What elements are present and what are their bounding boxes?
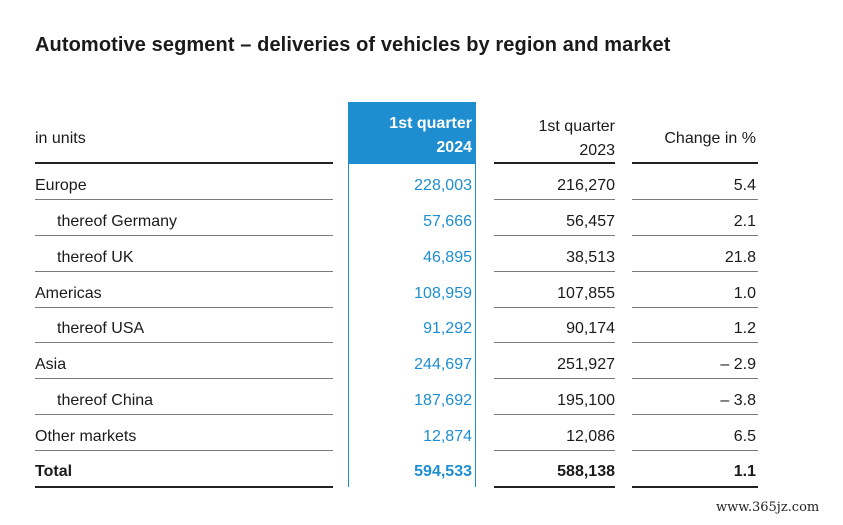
header-q1-2024-line1: 1st quarter — [389, 115, 472, 132]
row-value-change: – 2.9 — [720, 356, 756, 373]
header-unit-label: in units — [35, 130, 86, 147]
highlight-column-border — [348, 102, 476, 487]
watermark: www.365jz.com — [716, 500, 820, 515]
row-label: Other markets — [35, 428, 137, 445]
row-divider — [632, 450, 758, 451]
row-divider — [494, 199, 615, 200]
row-divider — [494, 307, 615, 308]
row-value-q1-2024: 594,533 — [414, 463, 472, 480]
row-value-q1-2024: 57,666 — [423, 213, 472, 230]
table-bottom-rule — [35, 486, 333, 488]
row-divider — [632, 235, 758, 236]
row-value-q1-2024: 12,874 — [423, 428, 472, 445]
row-divider — [632, 378, 758, 379]
row-divider — [494, 271, 615, 272]
row-value-q1-2024: 46,895 — [423, 249, 472, 266]
row-divider — [494, 414, 615, 415]
row-value-change: 1.0 — [733, 285, 756, 302]
row-divider — [35, 235, 333, 236]
row-label: Asia — [35, 356, 67, 373]
row-divider — [494, 235, 615, 236]
header-rule — [494, 162, 615, 164]
row-value-q1-2023: 588,138 — [557, 463, 615, 480]
table-bottom-rule — [632, 486, 758, 488]
row-value-change: 6.5 — [733, 428, 756, 445]
row-value-q1-2023: 107,855 — [557, 285, 615, 302]
row-divider — [494, 450, 615, 451]
row-value-q1-2023: 56,457 — [566, 213, 615, 230]
row-divider — [35, 342, 333, 343]
row-value-change: – 3.8 — [720, 392, 756, 409]
header-change: Change in % — [664, 130, 756, 147]
row-value-change: 1.1 — [733, 463, 756, 480]
row-value-q1-2024: 108,959 — [414, 285, 472, 302]
row-divider — [35, 199, 333, 200]
header-q1-2024-line2: 2024 — [436, 139, 472, 156]
row-value-change: 21.8 — [724, 249, 756, 266]
row-value-q1-2023: 216,270 — [557, 177, 615, 194]
row-label: Europe — [35, 177, 87, 194]
row-value-q1-2024: 244,697 — [414, 356, 472, 373]
row-value-q1-2023: 90,174 — [566, 320, 615, 337]
row-value-q1-2024: 187,692 — [414, 392, 472, 409]
row-divider — [632, 342, 758, 343]
header-q1-2023-line2: 2023 — [579, 142, 615, 159]
row-value-change: 5.4 — [733, 177, 756, 194]
row-value-q1-2023: 195,100 — [557, 392, 615, 409]
row-divider — [35, 450, 333, 451]
table-bottom-rule — [494, 486, 615, 488]
row-value-q1-2024: 228,003 — [414, 177, 472, 194]
header-rule — [35, 162, 333, 164]
row-divider — [494, 378, 615, 379]
row-label: thereof Germany — [57, 213, 178, 230]
row-divider — [35, 378, 333, 379]
row-divider — [35, 271, 333, 272]
row-value-q1-2023: 251,927 — [557, 356, 615, 373]
row-divider — [494, 342, 615, 343]
row-label: thereof China — [57, 392, 154, 409]
row-divider — [35, 414, 333, 415]
row-divider — [632, 307, 758, 308]
header-rule — [632, 162, 758, 164]
row-divider — [35, 307, 333, 308]
row-divider — [632, 271, 758, 272]
table-title: Automotive segment – deliveries of vehic… — [35, 34, 671, 56]
header-q1-2023-line1: 1st quarter — [538, 118, 615, 135]
row-value-change: 1.2 — [733, 320, 756, 337]
row-divider — [632, 414, 758, 415]
row-label: Total — [35, 463, 73, 480]
row-value-q1-2023: 12,086 — [566, 428, 615, 445]
row-divider — [632, 199, 758, 200]
row-value-q1-2023: 38,513 — [566, 249, 615, 266]
row-label: Americas — [35, 285, 102, 302]
highlight-column-header — [348, 102, 476, 164]
row-label: thereof UK — [57, 249, 134, 266]
row-label: thereof USA — [57, 320, 145, 337]
row-value-change: 2.1 — [733, 213, 756, 230]
row-value-q1-2024: 91,292 — [423, 320, 472, 337]
